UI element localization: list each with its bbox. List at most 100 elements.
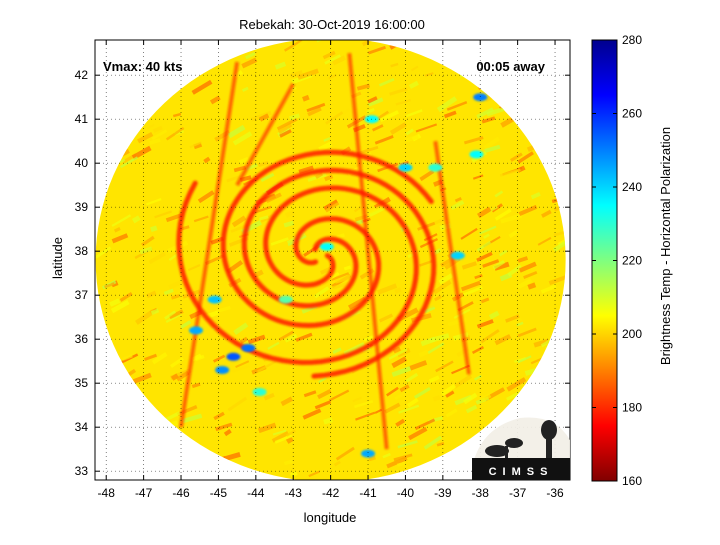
texture-cell [451,364,470,375]
texture-cell [460,227,478,240]
texture-cell [324,54,341,65]
texture-cell [511,80,531,93]
warm-spot [226,352,241,361]
texture-cell [517,151,534,164]
texture-cell [501,99,514,110]
texture-cell [227,124,246,139]
texture-cell [270,176,278,182]
texture-cell [410,65,419,72]
texture-cell [477,79,492,90]
texture-cell [294,40,309,51]
texture-cell [118,415,133,426]
texture-cell [232,131,253,146]
texture-cell [379,110,400,123]
texture-cell [460,280,481,292]
texture-cell [396,461,406,467]
texture-cell [549,145,558,152]
texture-cell [195,44,205,51]
texture-cell [386,456,408,469]
texture-cell [258,215,269,221]
texture-cell [191,46,206,59]
texture-cell [506,99,518,106]
texture-cell [239,175,252,182]
texture-cell [324,201,340,213]
texture-cell [391,366,412,378]
texture-cell [492,260,506,270]
texture-cell [506,391,521,401]
colorbar-ticks: 160 180 200 220 240 260 280 [592,33,642,488]
texture-cell [276,117,298,131]
x-tick-label: -37 [509,486,527,500]
texture-cell [505,314,520,323]
texture-cell [436,441,445,447]
texture-cell [226,260,244,274]
texture-cell [378,313,394,323]
texture-cell [476,251,493,262]
texture-cell [474,273,483,280]
texture-cell [146,290,157,299]
texture-cell [288,113,300,121]
y-tick-label: 38 [75,244,89,258]
texture-cell [500,213,523,224]
texture-cell [140,449,154,459]
texture-cell [552,240,566,253]
texture-cell [394,287,402,294]
texture-cell [111,233,129,244]
texture-cell [135,309,156,325]
texture-cell [477,206,492,219]
texture-cell [409,360,428,371]
x-tick-label: -47 [135,486,153,500]
texture-cell [523,270,538,279]
texture-cell [139,246,153,255]
outer-rainband [235,83,295,187]
texture-cell [427,342,445,355]
texture-cell [413,387,431,399]
texture-cell [450,200,465,211]
texture-cell [323,137,331,142]
texture-cell [333,460,341,467]
x-tick-label: -41 [359,486,377,500]
texture-cell [247,334,266,345]
texture-cell [540,284,557,294]
texture-cell [392,346,401,354]
texture-cell [325,111,344,125]
texture-cell [519,115,534,125]
x-tick-label: -43 [285,486,303,500]
texture-cell [343,265,352,271]
texture-cell [98,132,115,139]
texture-cell [315,172,324,180]
texture-cell [421,40,436,47]
texture-cell [367,96,378,104]
texture-cell [203,156,211,164]
texture-cell [233,165,247,173]
warm-spot [207,295,222,304]
texture-cell [332,347,342,354]
texture-cell [332,55,347,66]
texture-cell [529,76,544,86]
texture-cell [533,386,545,394]
texture-cell [378,77,395,87]
texture-cell [318,141,333,152]
y-axis-ticks: 33 34 35 36 37 38 39 40 41 42 [75,68,570,478]
texture-cell [356,145,379,155]
texture-cell [302,408,322,420]
texture-cell [131,145,152,160]
texture-cell [152,125,163,133]
texture-cell [408,426,428,441]
texture-cell [216,305,231,314]
x-axis-label: longitude [304,510,357,525]
texture-cell [438,273,454,285]
texture-cell [213,411,225,421]
texture-cell [226,175,242,183]
texture-cell [461,261,477,270]
texture-cell [371,124,384,132]
texture-cell [494,261,510,271]
texture-cell [558,167,566,179]
texture-cell [251,110,272,122]
texture-cell [476,319,494,329]
texture-cell [284,333,298,343]
texture-cell [436,96,458,113]
texture-cell [148,251,166,265]
texture-cell [548,274,566,286]
texture-cell [488,75,503,86]
